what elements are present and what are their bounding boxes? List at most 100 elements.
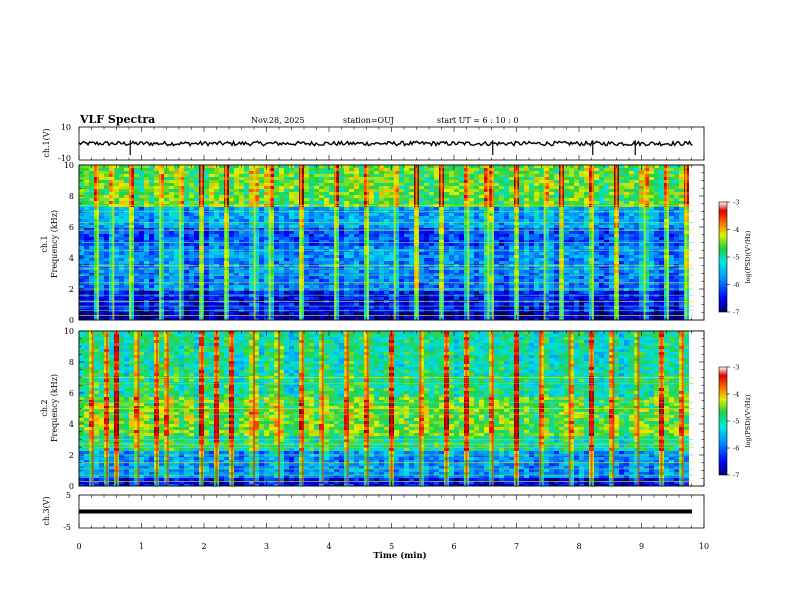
spec-cell [444,252,449,255]
spec-cell [499,288,504,291]
spec-cell [529,195,534,198]
spec-cell [134,288,139,291]
spec-cell [309,222,314,225]
spec-cell [184,180,189,183]
spec-cell [184,306,189,309]
spec-cell [84,198,89,201]
spec-cell [244,198,249,201]
spec-cell [154,318,159,320]
spec-cell [494,234,499,237]
spec-cell [339,297,344,300]
spec-cell [174,315,179,318]
spec-cell [144,288,149,291]
spec-cell [149,312,154,315]
spec-cell [534,318,539,320]
spec-cell [169,177,174,180]
spec-cell [164,168,169,171]
spec-cell [169,207,174,210]
spec-cell [484,282,489,285]
spec-cell [219,186,224,189]
spec-cell [219,171,224,174]
spec-cell [464,240,469,243]
spec-cell [349,168,354,171]
spec-cell [454,192,459,195]
spec-cell [264,273,269,276]
spec-cell [184,195,189,198]
spec-cell [369,240,374,243]
spec-cell [354,225,359,228]
spec-cell [159,171,164,174]
spec-cell [289,261,294,264]
spec-cell [249,222,254,225]
spec-cell [419,195,424,198]
spec-cell [279,276,284,279]
spec-cell [444,315,449,318]
spec-cell [89,231,94,234]
spec-cell [389,180,394,183]
spec-cell [264,261,269,264]
spec-cell [314,270,319,273]
spec-cell [359,228,364,231]
spec-cell [394,243,399,246]
spec-cell [89,246,94,249]
spec-cell [174,183,179,186]
spec-cell [464,186,469,189]
spec-cell [424,225,429,228]
spec-cell [284,255,289,258]
spec-cell [354,270,359,273]
spec-cell [84,273,89,276]
spec-cell [154,228,159,231]
spec-cell [539,228,544,231]
spec-cell [269,237,274,240]
spec-cell [194,228,199,231]
spec-cell [309,282,314,285]
spec-cell [399,198,404,201]
spec-cell [79,291,84,294]
spec-cell [249,285,254,288]
spec-cell [274,237,279,240]
spec-cell [284,198,289,201]
spec-cell [254,225,259,228]
spec-cell [324,291,329,294]
spec-cell [329,225,334,228]
spec-cell [89,240,94,243]
spec-cell [479,186,484,189]
spec-cell [539,207,544,210]
spec-cell [114,174,119,177]
spec-cell [429,270,434,273]
spec-cell [284,186,289,189]
spec-cell [89,207,94,210]
spec-cell [409,276,414,279]
spec-cell [129,189,134,192]
spec-cell [239,303,244,306]
spec-cell [284,213,289,216]
spec-cell [164,279,169,282]
spec-cell [319,201,324,204]
spec-cell [209,252,214,255]
spec-cell [134,171,139,174]
spec-cell [369,255,374,258]
spec-cell [169,228,174,231]
spec-cell [449,228,454,231]
spec-cell [509,237,514,240]
spec-cell [189,255,194,258]
spec-cell [369,219,374,222]
spec-cell [129,225,134,228]
spec-cell [174,285,179,288]
spec-cell [229,213,234,216]
spec-cell [284,189,289,192]
spec-cell [114,303,119,306]
spec-cell [234,171,239,174]
spec-cell [339,273,344,276]
spec-cell [269,189,274,192]
spec-cell [134,198,139,201]
spec-cell [204,276,209,279]
spec-cell [219,192,224,195]
spec-cell [209,315,214,318]
spec-cell [344,180,349,183]
spec-cell [429,201,434,204]
spec-cell [269,279,274,282]
spec-cell [249,177,254,180]
spec-cell [519,195,524,198]
spec-cell [419,177,424,180]
